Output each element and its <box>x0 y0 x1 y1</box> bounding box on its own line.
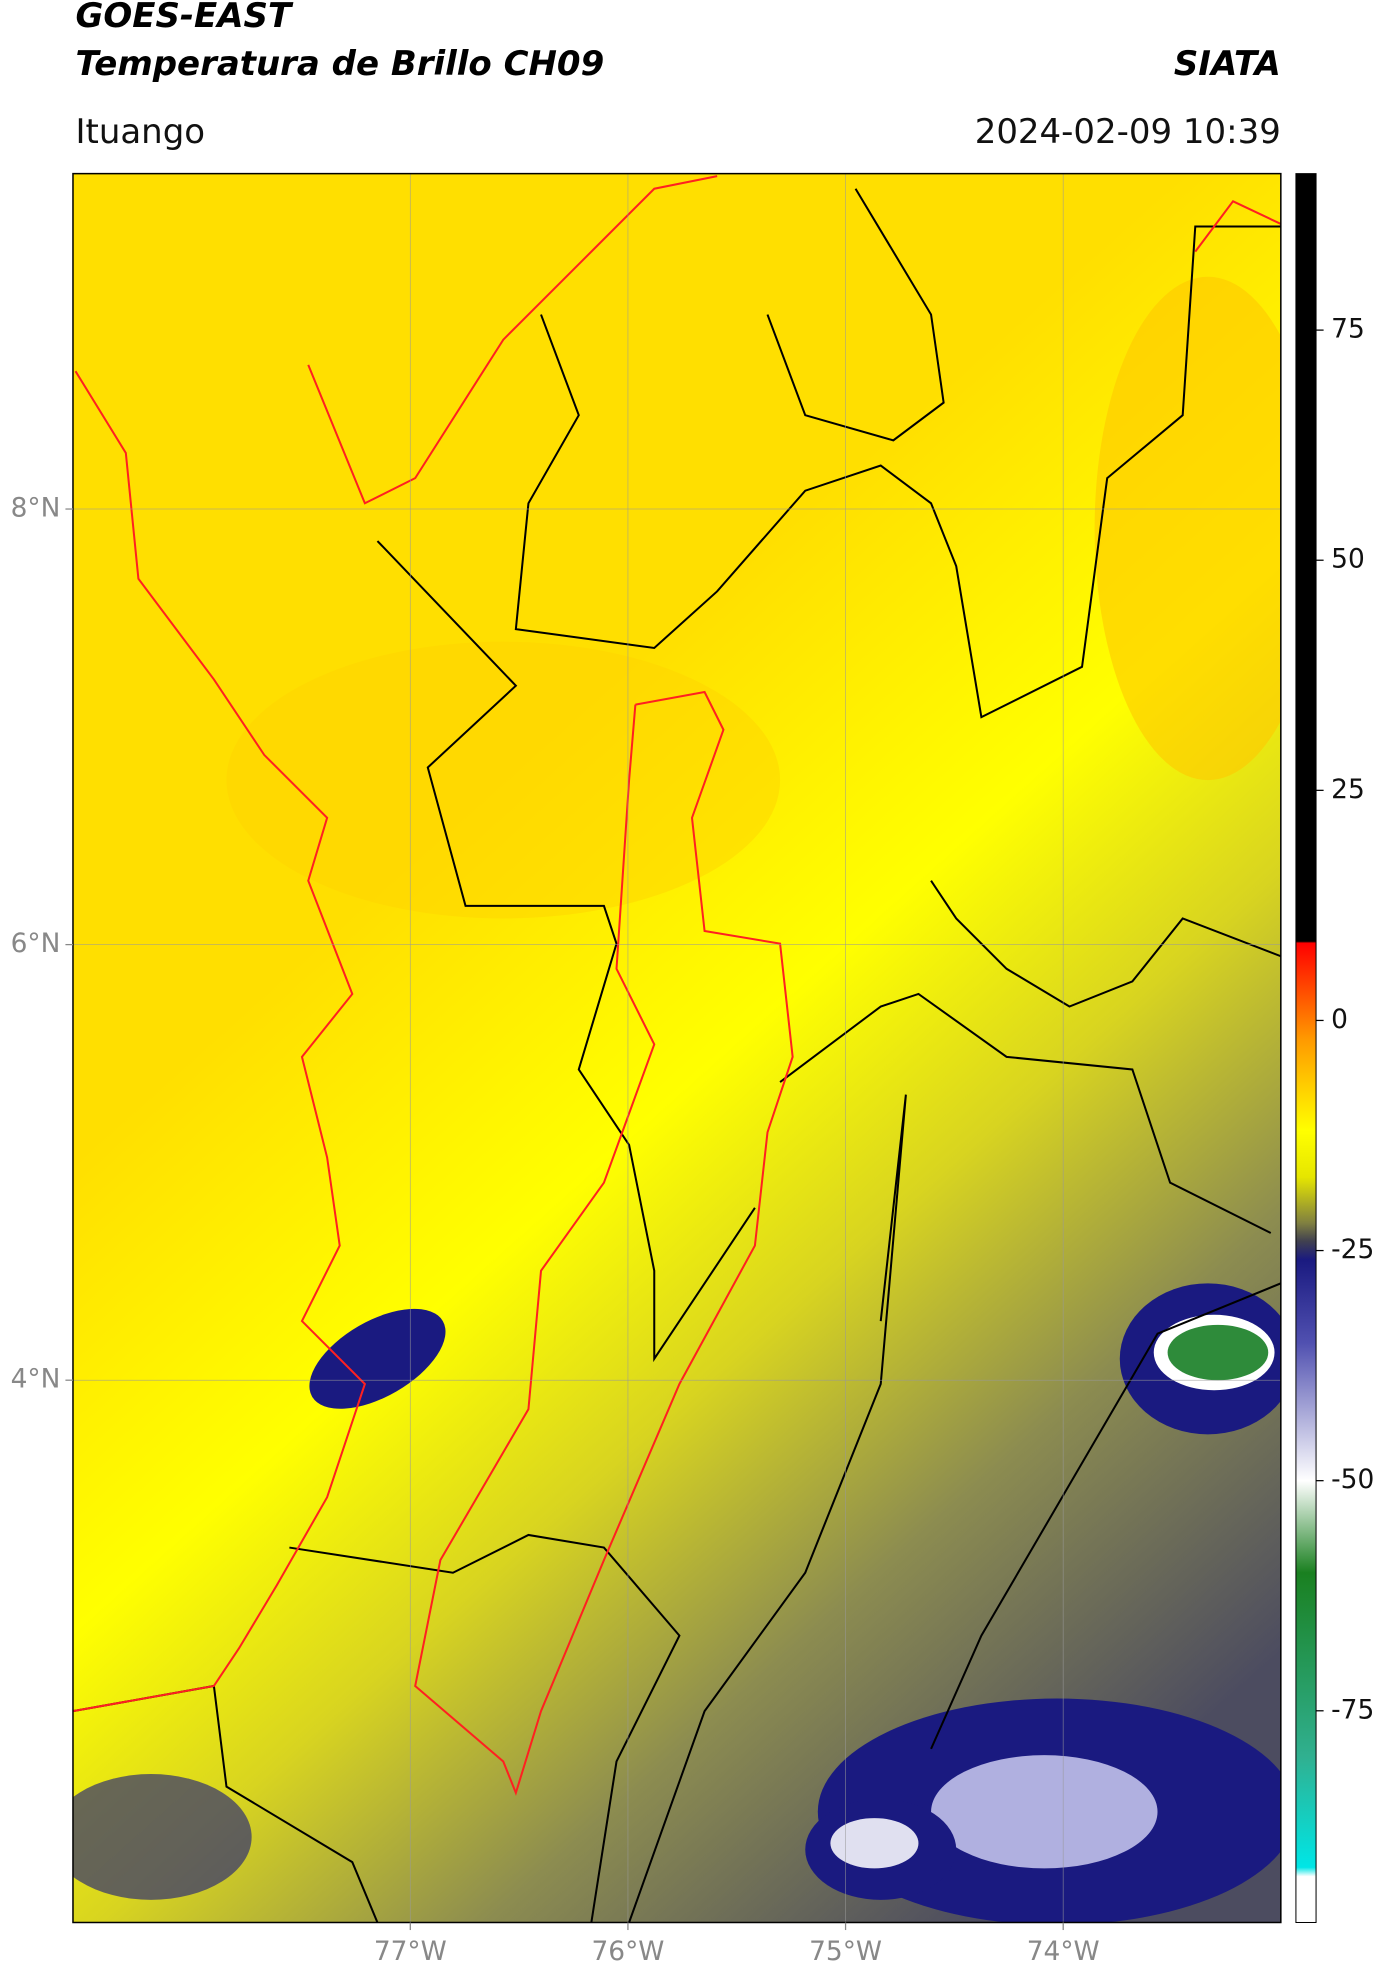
map-frame <box>72 172 1282 1924</box>
map-image <box>72 173 1281 1923</box>
title: GOES-EAST <box>75 0 293 36</box>
y-tick-label: 4°N <box>11 1364 61 1395</box>
colorbar <box>1295 173 1317 1923</box>
boundary <box>930 1282 1281 1750</box>
x-tick-label: 75°W <box>809 1936 882 1967</box>
y-tick-label: 6°N <box>11 928 61 959</box>
cloud <box>309 1308 446 1409</box>
boundary <box>766 188 945 442</box>
coastline <box>72 370 367 1713</box>
cloud <box>1167 1324 1269 1381</box>
warm-area <box>1094 276 1281 780</box>
colorbar-tick-label: 0 <box>1331 1004 1348 1035</box>
basin <box>414 690 794 1796</box>
coastline <box>307 175 718 505</box>
coastline <box>1194 200 1281 253</box>
colorbar-tick-label: 75 <box>1331 314 1365 345</box>
grid <box>72 173 1281 1923</box>
boundary <box>930 880 1281 1008</box>
boundary <box>779 992 1272 1234</box>
datetime: 2024-02-09 10:39 <box>975 112 1281 152</box>
x-tick-label: 77°W <box>374 1936 447 1967</box>
cloud <box>830 1818 919 1869</box>
location: Ituango <box>75 112 205 152</box>
colorbar-tick-label: 50 <box>1331 544 1365 575</box>
warm-area <box>226 641 781 919</box>
boundary <box>514 225 1281 719</box>
cloud <box>931 1755 1158 1869</box>
agency: SIATA <box>1174 44 1281 84</box>
y-tick-label: 8°N <box>11 493 61 524</box>
x-tick-label: 74°W <box>1027 1936 1100 1967</box>
colorbar-tick-label: -50 <box>1331 1464 1374 1495</box>
subtitle: Temperatura de Brillo CH09 <box>75 44 604 84</box>
cloud <box>72 1774 252 1900</box>
boundary <box>376 540 756 1363</box>
boundary <box>628 1094 907 1923</box>
colorbar-tick-label: 25 <box>1331 774 1365 805</box>
x-tick-label: 76°W <box>591 1936 664 1967</box>
map-background <box>72 173 1281 1923</box>
colorbar-tick-label: -75 <box>1331 1694 1374 1725</box>
boundary <box>289 1533 681 1923</box>
colorbar-tick-label: -25 <box>1331 1234 1374 1265</box>
